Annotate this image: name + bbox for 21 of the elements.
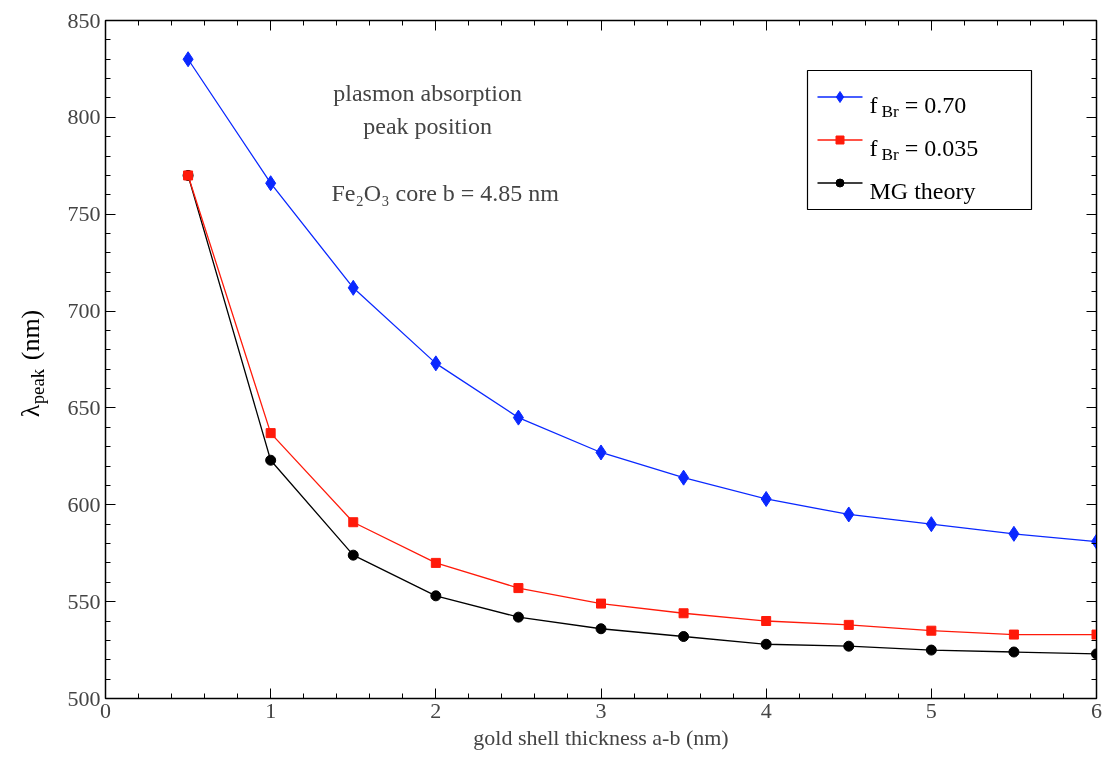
y-tick-label: 850 [67, 7, 101, 33]
y-tick-label: 800 [67, 104, 101, 130]
y-tick-label: 550 [67, 588, 101, 614]
x-tick-label: 4 [760, 697, 772, 723]
x-tick-label: 6 [1091, 697, 1102, 723]
y-tick-label: 500 [67, 685, 101, 711]
x-tick-label: 0 [100, 697, 111, 723]
annotation: peak position [363, 112, 492, 139]
y-tick-label: 750 [67, 201, 101, 227]
x-tick-label: 3 [595, 697, 607, 723]
y-axis-title: λpeak (nm) [16, 309, 49, 418]
y-tick-label: 650 [67, 394, 101, 420]
annotation: Fe₂O₃ core b = 4.85 nm [331, 179, 560, 206]
legend-label: MG theory [869, 178, 976, 204]
y-tick-label: 600 [67, 491, 101, 517]
annotation: plasmon absorption [333, 80, 522, 107]
x-tick-label: 2 [430, 697, 442, 723]
x-tick-label: 1 [265, 697, 277, 723]
y-tick-label: 700 [67, 298, 101, 324]
x-tick-label: 5 [925, 697, 937, 723]
x-axis-title: gold shell thickness a-b (nm) [473, 724, 729, 750]
